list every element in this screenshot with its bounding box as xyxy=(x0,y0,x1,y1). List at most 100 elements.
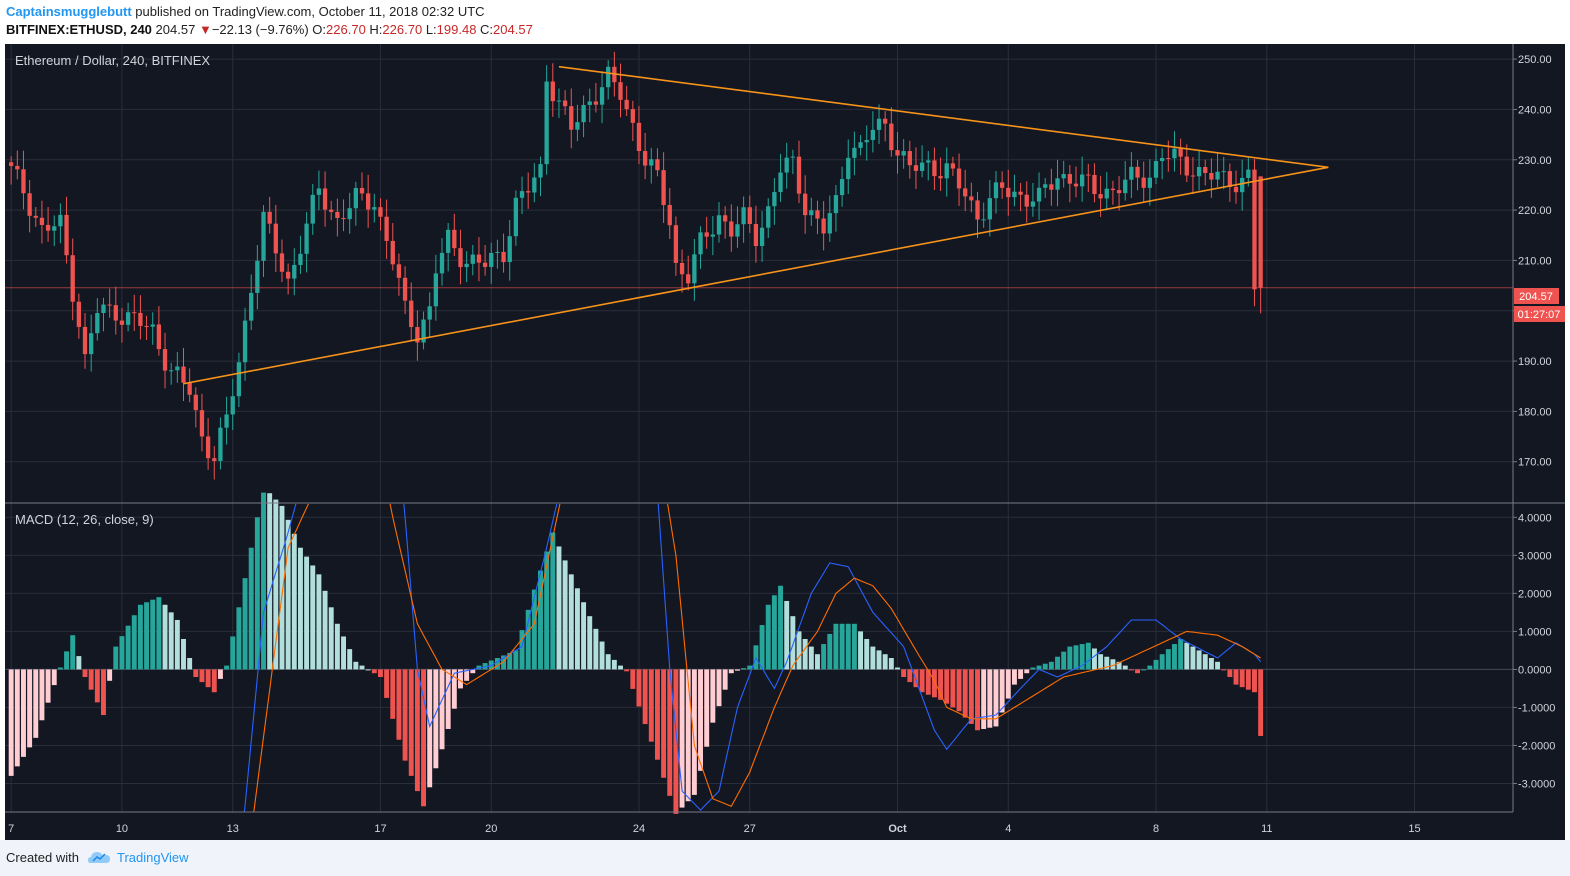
macd-hist-bar xyxy=(390,669,396,719)
candle-body xyxy=(1079,174,1085,187)
macd-hist-bar xyxy=(839,623,845,670)
candle-body xyxy=(255,260,260,293)
candle-body xyxy=(1036,187,1042,202)
tradingview-link[interactable]: TradingView xyxy=(117,850,189,865)
macd-hist-bar xyxy=(999,669,1005,713)
macd-hist-bar xyxy=(895,667,900,670)
macd-hist-bar xyxy=(421,669,427,807)
author-link[interactable]: Captainsmugglebutt xyxy=(6,4,132,19)
created-with-label: Created with xyxy=(6,850,79,865)
price-tick-label: 190.00 xyxy=(1518,356,1552,368)
macd-hist-bar xyxy=(1135,669,1141,674)
macd-hist-bar xyxy=(796,631,802,670)
macd-hist-bar xyxy=(51,669,57,686)
macd-hist-bar xyxy=(802,638,808,670)
high-value: 226.70 xyxy=(382,22,423,37)
price-tick-label: 250.00 xyxy=(1518,54,1552,66)
candle-body xyxy=(729,221,734,237)
candle-body xyxy=(489,252,494,267)
candle-body xyxy=(926,160,931,163)
candle-body xyxy=(58,214,63,227)
candle-body xyxy=(753,223,759,247)
chart-svg[interactable]: 170.00180.00190.00210.00220.00230.00240.… xyxy=(5,44,1565,840)
macd-hist-bar xyxy=(771,595,777,670)
macd-hist-bar xyxy=(1042,663,1048,670)
macd-hist-bar xyxy=(1258,669,1264,736)
candle-body xyxy=(267,211,272,224)
candle-body xyxy=(1252,169,1257,290)
macd-hist-bar xyxy=(913,669,919,688)
macd-hist-bar xyxy=(1128,669,1134,671)
macd-hist-bar xyxy=(1005,669,1011,699)
time-tick-label: 20 xyxy=(485,823,497,835)
candle-body xyxy=(298,253,303,265)
macd-tick-label: -3.0000 xyxy=(1518,778,1555,790)
macd-hist-bar xyxy=(870,646,876,670)
candle-body xyxy=(15,165,20,170)
macd-hist-bar xyxy=(550,532,556,670)
candle-body xyxy=(285,271,291,279)
macd-hist-bar xyxy=(193,669,199,678)
macd-hist-bar xyxy=(14,669,20,767)
macd-hist-bar xyxy=(476,665,482,670)
macd-tick-label: 1.0000 xyxy=(1518,626,1552,638)
macd-hist-bar xyxy=(1036,665,1042,670)
macd-hist-bar xyxy=(365,669,371,671)
candle-body xyxy=(89,333,94,355)
macd-hist-bar xyxy=(8,669,14,776)
candle-body xyxy=(162,349,168,371)
candle-body xyxy=(532,177,537,193)
candle-body xyxy=(1147,177,1153,188)
time-tick-label: 17 xyxy=(374,823,386,835)
macd-hist-bar xyxy=(162,604,168,670)
candle-body xyxy=(901,151,906,156)
macd-hist-bar xyxy=(765,604,771,670)
macd-hist-bar xyxy=(458,669,463,689)
macd-hist-bar xyxy=(716,669,722,707)
chart-area[interactable]: 170.00 180.00 190.00 210.00 220.00 230.00 240.… xyxy=(5,44,1565,840)
macd-hist-bar xyxy=(833,623,839,670)
macd-hist-bar xyxy=(150,599,156,670)
candle-body xyxy=(1141,177,1146,188)
candle-body xyxy=(987,198,992,220)
macd-hist-bar xyxy=(747,665,753,670)
macd-hist-bar xyxy=(525,609,531,670)
candle-body xyxy=(741,207,746,225)
candle-body xyxy=(839,179,845,196)
macd-hist-bar xyxy=(919,669,925,693)
close-label: C: xyxy=(480,22,494,37)
candle-body xyxy=(33,215,38,218)
macd-hist-bar xyxy=(1190,646,1196,670)
candle-body xyxy=(1196,166,1202,177)
macd-hist-bar xyxy=(710,669,716,723)
candle-body xyxy=(322,188,328,210)
macd-hist-bar xyxy=(667,669,673,796)
candle-body xyxy=(624,99,629,110)
candle-body xyxy=(1240,177,1245,193)
macd-hist-bar xyxy=(494,658,500,670)
candle-body xyxy=(378,207,383,217)
candle-body xyxy=(1061,174,1066,179)
candle-body xyxy=(193,394,198,411)
macd-hist-bar xyxy=(248,547,254,670)
macd-hist-bar xyxy=(944,669,950,704)
axes: 170.00180.00190.00210.00220.00230.00240.… xyxy=(5,44,1565,835)
macd-hist-bar xyxy=(950,669,956,708)
candle-body xyxy=(1049,184,1054,190)
price-tick-label: 230.00 xyxy=(1518,155,1552,167)
candle-body xyxy=(304,223,309,254)
candle-body xyxy=(1172,148,1177,159)
macd-hist-bar xyxy=(64,651,70,670)
grid xyxy=(5,44,1565,840)
macd-hist-bar xyxy=(1085,642,1091,670)
macd-hist-bar xyxy=(704,669,710,747)
candle-body xyxy=(212,458,217,461)
macd-hist-bar xyxy=(261,492,266,670)
candle-body xyxy=(347,208,352,220)
macd-hist-bar xyxy=(1122,665,1128,670)
macd-hist-bar xyxy=(981,669,987,729)
macd-hist-bar xyxy=(1091,648,1097,670)
candle-body xyxy=(575,122,580,130)
candle-body xyxy=(1246,169,1251,178)
candle-body xyxy=(1006,187,1011,198)
